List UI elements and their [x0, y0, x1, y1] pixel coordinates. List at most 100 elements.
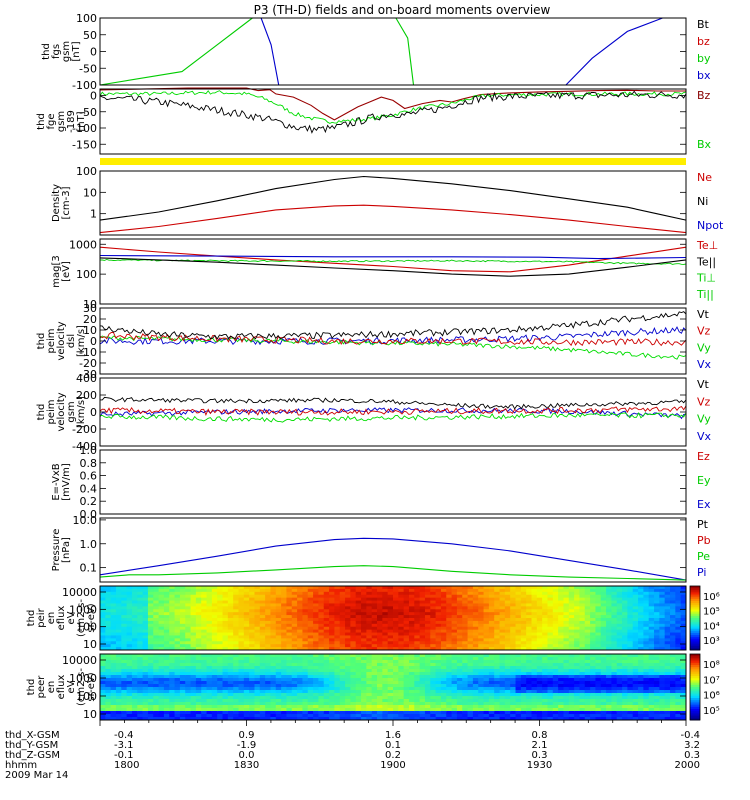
- y-axis-label-line: gsm: [61, 41, 72, 62]
- y-tick-label: 10000: [62, 586, 97, 599]
- series-line-Vt-3-0: [100, 396, 687, 410]
- figure-title: P3 (TH-D) fields and on-board moments ov…: [254, 3, 551, 17]
- legend-entry-Bt: Bt: [697, 18, 710, 31]
- y-tick-label: -400: [72, 440, 97, 453]
- y-axis-label: Pressure [nPa]: [51, 529, 72, 572]
- legend-entry-Vx: Vx: [697, 430, 712, 443]
- y-tick-label: 1000: [69, 672, 97, 685]
- y-tick-label: 100: [76, 165, 97, 178]
- legend-entry-Vz: Vz: [697, 325, 711, 338]
- colorbar-tick-label: 10⁴: [703, 621, 720, 632]
- y-tick-label: 10: [83, 638, 97, 651]
- y-axis-label-line: [km/s]: [76, 396, 87, 428]
- legend-entry-Npot: Npot: [697, 219, 724, 232]
- panel-electron-spectrogram: 10000 1000 100 10 thd peer en eflux eV (cm2-s-sr-…: [26, 653, 720, 721]
- y-tick-label: -200: [72, 423, 97, 436]
- series-line-by-0-1: [395, 17, 415, 86]
- series-line-Ti-2-0: [99, 254, 687, 260]
- y-axis-label-line: eflux: [56, 606, 67, 631]
- y-tick-label: -30: [79, 368, 97, 381]
- y-tick-label: 10: [83, 298, 97, 311]
- y-axis-label-line: [nPa]: [61, 537, 72, 563]
- colorbar-tick-label: 10⁷: [703, 675, 720, 686]
- y-axis-label-line: eV: [66, 611, 77, 624]
- y-axis-label-line: fge: [46, 113, 57, 129]
- legend-entry-Ti: Ti||: [696, 288, 714, 301]
- colorbar-tick-label: 10³: [703, 636, 720, 647]
- y-axis-label-line: peim: [46, 328, 57, 353]
- y-axis-label-line: mag[3: [51, 255, 62, 287]
- y-tick-label: -100: [72, 79, 97, 92]
- series-line-by-0-0: [99, 17, 253, 86]
- time-axis-row-label: hhmm: [5, 760, 37, 771]
- series-line-Pe-1-0: [99, 565, 687, 581]
- y-tick-label: 0.4: [80, 482, 98, 495]
- y-tick-label: -50: [79, 106, 97, 119]
- y-axis-label-line: sr-eV): [86, 603, 97, 632]
- series-line-Vy-1-0: [99, 335, 687, 360]
- y-axis-label: thd peir en eflux eV (cm2-s-sr-eV): [26, 599, 97, 637]
- legend-entry-Te: Te||: [696, 255, 716, 268]
- legend-entry-Ni: Ni: [697, 195, 708, 208]
- legend-entry-Bz: Bz: [697, 89, 711, 102]
- y-axis-label-line: (cm2-s-: [76, 668, 87, 706]
- date-label: 2009 Mar 14: [5, 770, 68, 781]
- y-axis-label: Density [cm-3]: [51, 184, 72, 222]
- y-tick-label: 0: [90, 406, 97, 419]
- time-axis-row-label: thd_X-GSM: [5, 730, 60, 741]
- colorbar-tick-label: 10⁶: [703, 592, 720, 603]
- y-axis-label: mag[3 [eV]: [51, 255, 72, 287]
- y-axis-label: thd peim velocity dsl [km/s]: [36, 321, 87, 360]
- y-axis-label-line: en: [46, 681, 57, 694]
- y-axis-label-line: -189: [66, 110, 77, 133]
- legend-entry-Pb: Pb: [697, 534, 711, 547]
- y-axis-label-line: [eV]: [61, 261, 72, 282]
- legend-entry-Vz: Vz: [697, 395, 711, 408]
- y-tick-label: 20: [83, 313, 97, 326]
- y-axis-label-line: gsm: [56, 111, 67, 132]
- legend-entry-Vy: Vy: [697, 341, 711, 354]
- panel-frame: [99, 449, 687, 515]
- series-line-Ni-0-0: [99, 175, 687, 221]
- time-axis-value: -0.4: [680, 730, 700, 741]
- time-axis-value: 0.3: [532, 750, 548, 761]
- time-axis-value: -0.1: [114, 750, 134, 761]
- panel-frame: [99, 17, 687, 86]
- series-line-Vt-3-0: [99, 311, 687, 340]
- series-line-Vy-1-0: [99, 411, 687, 423]
- legend-entry-Vt: Vt: [697, 378, 710, 391]
- panel-frame: [99, 88, 687, 155]
- series-line-Bz-0-0: [99, 87, 686, 121]
- y-tick-label: 10.0: [73, 514, 98, 527]
- y-tick-label: 100: [76, 621, 97, 634]
- legend-entry-bx: bx: [697, 69, 711, 82]
- y-axis-label: thd fgs gsm [nT]: [41, 41, 82, 62]
- legend-entry-Ez: Ez: [697, 450, 710, 463]
- series-line-Bx-1-0: [99, 90, 687, 124]
- y-tick-label: 0: [90, 335, 97, 348]
- time-axis-value: 2000: [675, 760, 700, 771]
- y-tick-label: 0.0: [80, 508, 98, 521]
- time-axis-value: 1.6: [385, 730, 401, 741]
- legend-entry-Vy: Vy: [697, 413, 711, 426]
- y-axis-label-line: thd: [36, 404, 47, 421]
- panel-frame: [99, 585, 687, 651]
- y-tick-label: 10: [83, 186, 97, 199]
- spectrogram-image: [100, 654, 686, 720]
- spectrogram-image: [100, 586, 686, 650]
- y-tick-label: 100: [76, 690, 97, 703]
- y-axis-label-line: Density: [51, 184, 62, 222]
- y-axis-label-line: thd: [26, 610, 37, 627]
- legend-entry-Vt: Vt: [697, 308, 710, 321]
- time-axis-value: 0.9: [239, 730, 255, 741]
- series-line-Vx-0-0: [99, 326, 687, 346]
- y-tick-label: 30: [83, 302, 97, 315]
- legend-entry-Ti: Ti⊥: [696, 272, 716, 285]
- panel-frame: [99, 517, 687, 583]
- series-line-Vx-0-0: [99, 407, 687, 420]
- y-tick-label: 0.8: [80, 457, 98, 470]
- legend-entry-Pt: Pt: [697, 518, 709, 531]
- y-tick-label: 100: [76, 12, 97, 25]
- panel-fgs: 100 50 0 -50 -100 thd fgs gsm [nT] Bt bz by bx: [41, 12, 711, 92]
